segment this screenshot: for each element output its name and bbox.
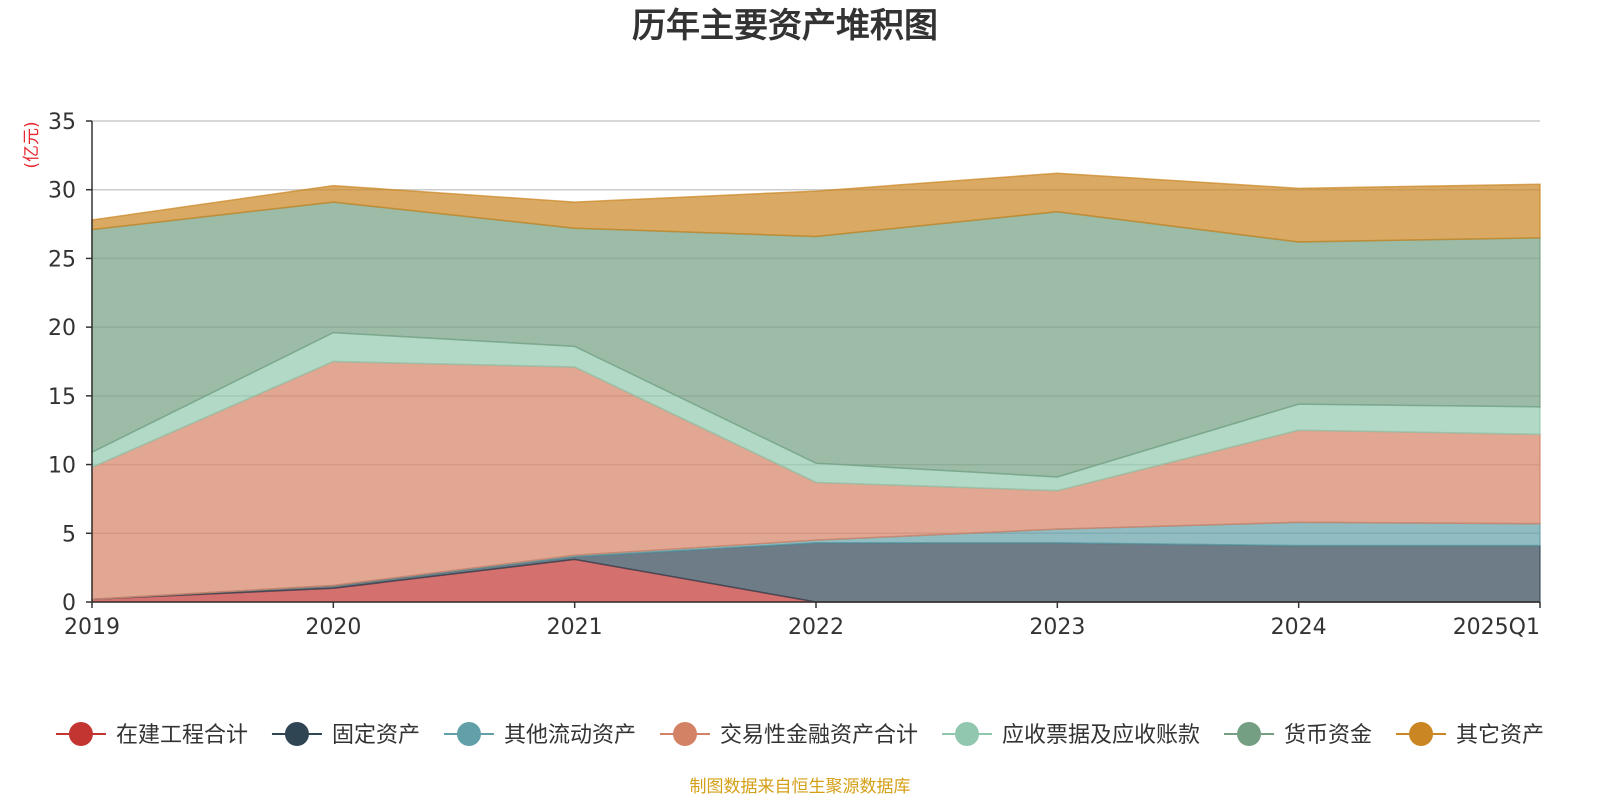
x-tick-label: 2020 bbox=[305, 615, 361, 640]
axes: 0 5 10 15 20 25 30 35 2019 2020 2021 2022 2023 2024 20… bbox=[48, 110, 1541, 640]
legend-item[interactable]: 其他流动资产 bbox=[443, 722, 636, 748]
legend-item[interactable]: 交易性金融资产合计 bbox=[659, 722, 918, 748]
y-tick-label: 20 bbox=[48, 316, 76, 341]
y-tick-label: 30 bbox=[48, 179, 76, 204]
area-series bbox=[91, 172, 1541, 243]
legend[interactable]: 在建工程合计 固定资产 其他流动资产 交易性金融资产合计 应收票据及应收账款 货币资金 其它… bbox=[55, 722, 1544, 748]
chart-title: 历年主要资产堆积图 bbox=[632, 6, 938, 46]
legend-label: 交易性金融资产合计 bbox=[720, 723, 918, 748]
legend-marker bbox=[1409, 722, 1434, 746]
legend-marker bbox=[68, 722, 93, 746]
legend-item[interactable]: 货币资金 bbox=[1224, 722, 1372, 748]
legend-label: 固定资产 bbox=[332, 723, 420, 748]
legend-item[interactable]: 在建工程合计 bbox=[55, 722, 248, 748]
legend-label: 其它资产 bbox=[1456, 723, 1544, 748]
legend-item[interactable]: 固定资产 bbox=[271, 722, 420, 748]
legend-marker bbox=[672, 722, 697, 746]
legend-item[interactable]: 应收票据及应收账款 bbox=[942, 722, 1200, 748]
y-axis-unit-label: (亿元) bbox=[22, 121, 42, 168]
legend-label: 货币资金 bbox=[1284, 723, 1372, 748]
y-tick-label: 5 bbox=[62, 522, 76, 547]
legend-marker bbox=[955, 722, 980, 746]
x-tick-label: 2022 bbox=[788, 615, 844, 640]
y-tick-label: 10 bbox=[48, 454, 76, 479]
legend-label: 其他流动资产 bbox=[504, 723, 636, 748]
y-tick-label: 0 bbox=[62, 591, 76, 616]
data-source-note: 制图数据来自恒生聚源数据库 bbox=[690, 777, 911, 797]
x-tick-label: 2025Q1 bbox=[1453, 615, 1540, 640]
legend-label: 在建工程合计 bbox=[116, 723, 248, 748]
x-tick-label: 2019 bbox=[64, 615, 120, 640]
y-tick-label: 35 bbox=[48, 110, 76, 135]
legend-label: 应收票据及应收账款 bbox=[1002, 723, 1200, 748]
legend-marker bbox=[456, 722, 481, 746]
legend-item[interactable]: 其它资产 bbox=[1396, 722, 1544, 748]
area-series-layer bbox=[91, 172, 1541, 603]
legend-marker bbox=[284, 722, 309, 746]
x-tick-label: 2023 bbox=[1029, 615, 1085, 640]
y-tick-label: 15 bbox=[48, 385, 76, 410]
x-tick-label: 2024 bbox=[1271, 615, 1327, 640]
legend-marker bbox=[1237, 722, 1262, 746]
y-tick-label: 25 bbox=[48, 247, 76, 272]
x-tick-label: 2021 bbox=[547, 615, 603, 640]
